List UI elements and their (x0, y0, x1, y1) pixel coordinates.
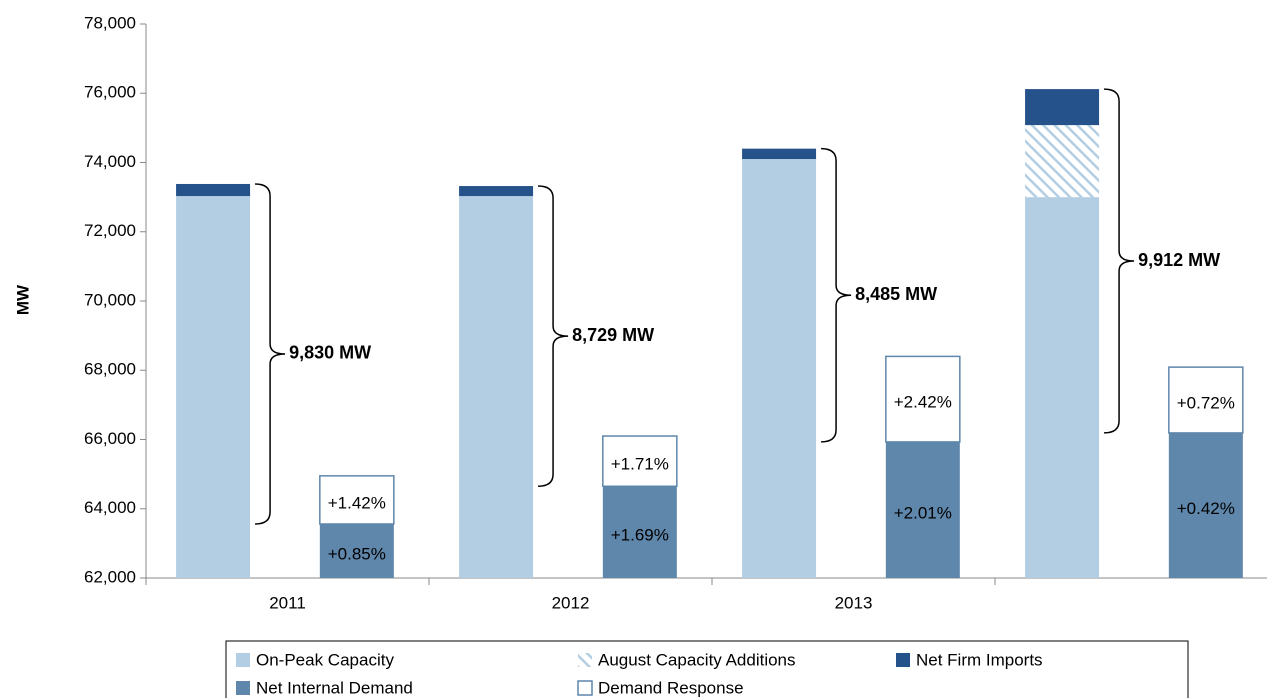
y-tick-label: 76,000 (84, 83, 136, 102)
y-tick-label: 64,000 (84, 498, 136, 517)
segment-label: +0.42% (1177, 499, 1235, 518)
segment-label: +2.01% (894, 503, 952, 522)
legend-swatch (577, 680, 593, 696)
x-tick-label: 2011 (269, 593, 306, 612)
segment-label: +0.72% (1177, 394, 1235, 413)
bar-segment (1025, 89, 1100, 126)
legend-label: Net Firm Imports (916, 650, 1043, 669)
annotation: 8,485 MW (855, 284, 937, 304)
y-axis-label: MW (13, 284, 32, 315)
annotation: 9,912 MW (1138, 250, 1220, 270)
bar-segment (602, 435, 678, 487)
bar-segment (176, 183, 251, 197)
segment-label: +0.85% (328, 544, 386, 563)
annotation: 8,729 MW (572, 325, 654, 345)
bar-segment (1168, 366, 1244, 434)
bracket (538, 185, 569, 487)
x-tick-label: 2013 (835, 593, 873, 612)
legend-label: On-Peak Capacity (256, 650, 394, 669)
legend-swatch (236, 653, 250, 667)
bar-segment (885, 441, 960, 578)
legend-swatch (896, 653, 910, 667)
legend-box (225, 640, 1189, 698)
y-tick-label: 74,000 (84, 152, 136, 171)
bracket (255, 183, 286, 525)
legend-label: Net Internal Demand (256, 678, 413, 697)
segment-label: +2.42% (894, 393, 952, 412)
y-tick-label: 66,000 (84, 429, 136, 448)
segment-label: +1.42% (328, 493, 386, 512)
segment-label: +1.69% (611, 526, 669, 545)
legend-label: Demand Response (598, 678, 744, 697)
bar-segment (319, 475, 395, 525)
bar-segment (459, 186, 534, 197)
bracket (821, 147, 852, 443)
bar-segment (459, 196, 534, 578)
x-tick-label: 2012 (552, 593, 590, 612)
bar-segment (742, 148, 817, 160)
legend-swatch (578, 653, 592, 667)
segment-label: +1.71% (611, 455, 669, 474)
y-tick-label: 68,000 (84, 360, 136, 379)
bar-segment (742, 159, 817, 578)
bar-segment (319, 523, 394, 578)
bar-segment (176, 196, 251, 578)
y-tick-label: 72,000 (84, 221, 136, 240)
y-tick-label: 78,000 (84, 13, 136, 32)
bracket (1104, 88, 1135, 434)
legend-swatch (236, 681, 250, 695)
bar-segment (602, 486, 677, 578)
bar-segment (885, 355, 961, 443)
bar-segment (1025, 125, 1100, 198)
annotation: 9,830 MW (289, 343, 371, 363)
legend-label: August Capacity Additions (598, 650, 796, 669)
y-tick-label: 62,000 (84, 567, 136, 586)
bar-segment (1168, 432, 1243, 578)
y-tick-label: 70,000 (84, 290, 136, 309)
bar-segment (1025, 197, 1100, 578)
